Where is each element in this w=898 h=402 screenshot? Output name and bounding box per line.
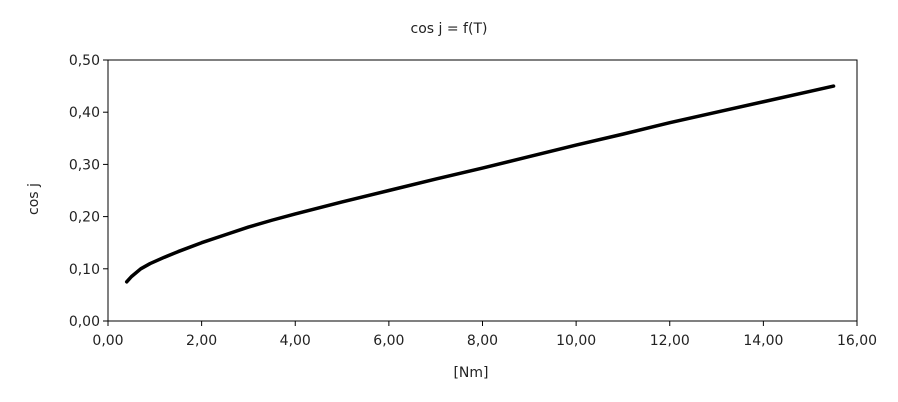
plot-area	[107, 59, 858, 322]
y-axis-ticks: 0,00 0,10 0,20 0,30 0,40 0,50	[69, 53, 108, 330]
y-axis-title: cos j	[26, 183, 42, 215]
x-tick-label: 16,00	[837, 333, 877, 349]
y-tick-label: 0,00	[69, 314, 100, 330]
y-tick-label: 0,10	[69, 262, 100, 278]
x-tick-label: 14,00	[743, 333, 783, 349]
y-tick-label: 0,40	[69, 105, 100, 121]
x-tick-label: 12,00	[650, 333, 690, 349]
x-tick-label: 8,00	[467, 333, 498, 349]
x-tick-label: 6,00	[373, 333, 404, 349]
chart-title: cos j = f(T)	[411, 21, 488, 37]
x-tick-label: 0,00	[92, 333, 123, 349]
y-tick-label: 0,20	[69, 210, 100, 226]
series-line	[124, 84, 836, 284]
y-tick-label: 0,30	[69, 157, 100, 173]
y-tick-label: 0,50	[69, 53, 100, 69]
x-axis-title: [Nm]	[453, 365, 488, 381]
x-tick-label: 2,00	[186, 333, 217, 349]
x-tick-label: 4,00	[280, 333, 311, 349]
x-axis-ticks: 0,00 2,00 4,00 6,00 8,00 10,00 12,00 14,00 16,00	[92, 321, 877, 349]
x-tick-label: 10,00	[556, 333, 596, 349]
